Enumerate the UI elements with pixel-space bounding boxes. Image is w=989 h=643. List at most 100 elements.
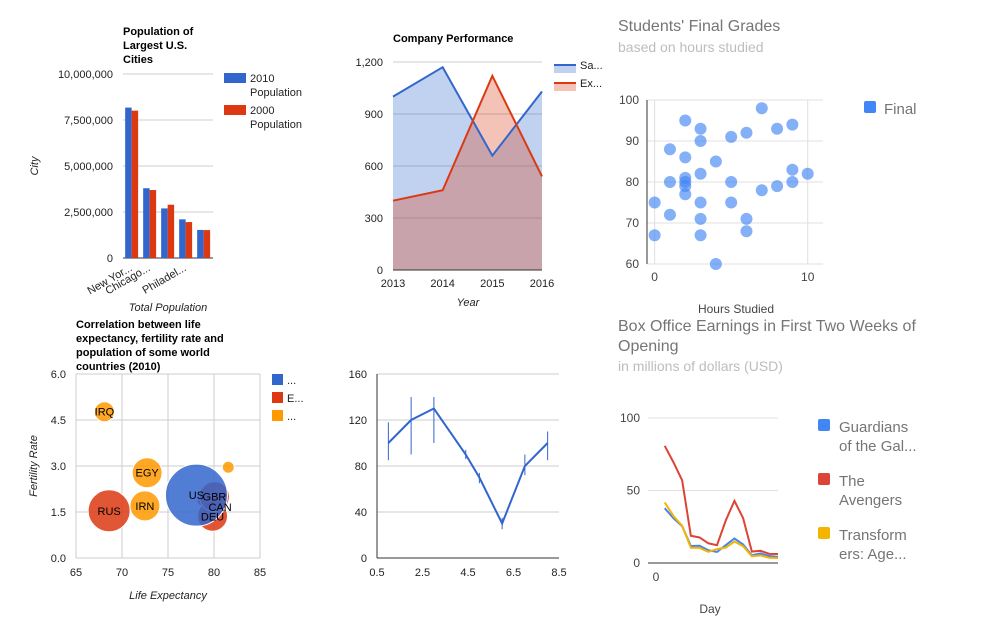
scatter-point xyxy=(694,229,707,242)
scatter-point xyxy=(648,196,661,209)
legend-swatch xyxy=(224,73,246,83)
bar xyxy=(149,190,157,258)
final-grades-panel: Students' Final Grades based on hours stu… xyxy=(610,0,989,320)
legend-swatch xyxy=(224,105,246,115)
bubble xyxy=(221,460,235,474)
population-chart-panel: Population of Largest U.S. Cities 0 2,500,00… xyxy=(0,0,330,320)
x-tick-label: 65 xyxy=(70,567,82,579)
scatter-point xyxy=(725,130,738,143)
x-tick-label: 80 xyxy=(208,567,220,579)
chart-title: population of some world xyxy=(76,347,210,359)
legend-label: ... xyxy=(287,375,296,387)
chart-title: Population of xyxy=(123,26,194,38)
legend-swatch xyxy=(554,65,576,73)
legend-swatch xyxy=(272,392,283,403)
y-tick-label: 1,200 xyxy=(355,57,383,69)
scatter-point xyxy=(755,102,768,115)
bar xyxy=(143,188,150,258)
legend-label: Avengers xyxy=(839,492,902,509)
x-tick-label: 4.5 xyxy=(460,567,475,579)
scatter-point xyxy=(694,135,707,147)
scatter-point xyxy=(694,122,707,135)
legend-label: Final xyxy=(884,101,917,118)
chart-title: Students' Final Grades xyxy=(618,18,780,35)
scatter-point xyxy=(663,143,676,156)
x-tick-label: 75 xyxy=(162,567,174,579)
scatter-point xyxy=(786,118,799,131)
x-axis-title: Life Expectancy xyxy=(129,590,208,602)
bubble-label: US xyxy=(189,490,204,502)
bubble-label: RUS xyxy=(98,506,121,518)
y-tick-label: 0.0 xyxy=(51,553,66,565)
scatter-point xyxy=(648,229,661,242)
x-tick-label: 0 xyxy=(653,570,660,584)
y-tick-label: 0 xyxy=(361,553,367,565)
y-tick-label: 0 xyxy=(107,253,113,265)
y-tick-label: 2,500,000 xyxy=(64,207,113,219)
box-office-panel: Box Office Earnings in First Two Weeks o… xyxy=(610,310,989,643)
legend-label: Population xyxy=(250,87,302,99)
y-tick-label: 5,000,000 xyxy=(64,161,113,173)
y-tick-label: 100 xyxy=(620,411,640,425)
y-axis-title: City xyxy=(29,155,41,175)
legend-label: ... xyxy=(287,411,296,423)
area-fill xyxy=(393,67,542,270)
legend-swatch xyxy=(272,410,283,421)
chart-title: expectancy, fertility rate and xyxy=(76,333,224,345)
scatter-point xyxy=(663,176,676,188)
chart-subtitle: based on hours studied xyxy=(618,39,764,55)
chart-title: Correlation between life xyxy=(76,319,201,331)
x-tick-label: 2016 xyxy=(530,278,554,290)
scatter-point xyxy=(740,225,753,238)
legend-label: Ex... xyxy=(580,78,602,90)
company-performance-panel: Company Performance 0 300 600 900 1,200 2013 20… xyxy=(330,0,610,320)
x-tick-label: 2.5 xyxy=(415,567,430,579)
scatter-point xyxy=(725,176,738,188)
legend-swatch xyxy=(818,419,830,431)
bubble xyxy=(131,457,163,489)
scatter-point xyxy=(663,208,676,221)
chart-title: Box Office Earnings in First Two Weeks o… xyxy=(618,318,916,335)
scatter-point xyxy=(755,184,768,197)
scatter-point xyxy=(679,114,692,127)
y-tick-label: 300 xyxy=(365,213,383,225)
scatter-point xyxy=(694,212,707,225)
bar xyxy=(167,204,175,258)
series-line xyxy=(663,501,779,560)
legend-label: ers: Age... xyxy=(839,546,907,563)
population-bar-chart: Population of Largest U.S. Cities 0 2,500,00… xyxy=(29,26,302,314)
x-tick-label: 6.5 xyxy=(506,567,521,579)
legend-swatch xyxy=(272,374,283,385)
legend-swatch xyxy=(554,83,576,91)
life-expectancy-panel: Correlation between life expectancy, fert… xyxy=(0,310,330,643)
legend-label: E... xyxy=(287,393,304,405)
y-tick-label: 6.0 xyxy=(51,369,66,381)
scatter-point xyxy=(694,167,707,180)
bubble xyxy=(164,463,228,527)
y-tick-label: 70 xyxy=(626,216,640,230)
y-tick-label: 7,500,000 xyxy=(64,115,113,127)
x-tick-label: 2015 xyxy=(480,278,504,290)
bubble-label: IRQ xyxy=(95,407,115,419)
life-expectancy-bubble-chart: Correlation between life expectancy, fert… xyxy=(28,319,304,602)
legend-swatch xyxy=(818,473,830,485)
chart-title: countries (2010) xyxy=(76,361,161,373)
legend-label: Sa... xyxy=(580,60,603,72)
x-tick-label: 85 xyxy=(254,567,266,579)
scatter-point xyxy=(786,176,799,188)
chart-title: Opening xyxy=(618,338,679,355)
bubble xyxy=(93,401,115,423)
final-grades-scatter-chart: Students' Final Grades based on hours stu… xyxy=(618,18,917,316)
bar xyxy=(125,107,132,258)
x-axis-title: Hours Studied xyxy=(698,302,774,316)
bubble-label: EGY xyxy=(135,468,159,480)
x-axis-title: Total Population xyxy=(129,302,208,314)
scatter-point xyxy=(786,163,799,176)
y-axis-title: Fertility Rate xyxy=(28,435,40,497)
scatter-point xyxy=(801,167,814,180)
bar xyxy=(161,208,168,258)
x-axis-title: Day xyxy=(699,602,720,616)
interval-line-panel: 0 40 80 120 160 0.5 2.5 4.5 6.5 8.5 xyxy=(330,310,610,643)
bubble-label: CAN xyxy=(208,502,231,514)
scatter-point xyxy=(725,196,738,209)
